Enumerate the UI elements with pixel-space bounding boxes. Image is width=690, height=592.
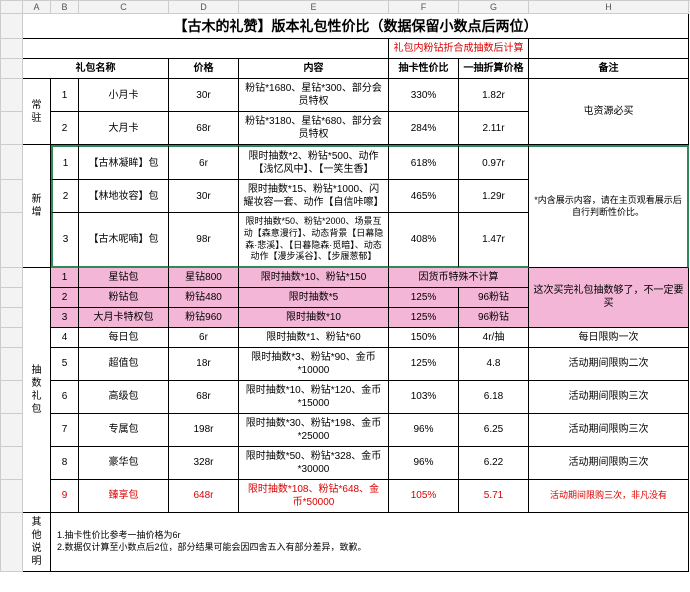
hdr-name: 礼包名称 bbox=[23, 59, 169, 79]
hdr-price: 价格 bbox=[169, 59, 239, 79]
section-permanent: 常驻 bbox=[23, 79, 51, 145]
pink-note: 这次买完礼包抽数够了，不一定要买 bbox=[529, 268, 689, 328]
pack-name: 臻享包 bbox=[79, 480, 169, 513]
spreadsheet: A B C D E F G H 【古木的礼赞】版本礼包性价比（数据保留小数点后两… bbox=[0, 0, 690, 572]
pack-name: 专属包 bbox=[79, 414, 169, 447]
section-new: 新增 bbox=[23, 145, 51, 268]
pack-name: 豪华包 bbox=[79, 447, 169, 480]
new-note: *内含展示内容，请在主页观看展示后自行判断性价比。 bbox=[529, 145, 689, 268]
col-a: A bbox=[23, 1, 51, 14]
pack-name: 高级包 bbox=[79, 381, 169, 414]
col-e: E bbox=[239, 1, 389, 14]
pack-name: 大月卡 bbox=[79, 112, 169, 145]
page-title: 【古木的礼赞】版本礼包性价比（数据保留小数点后两位） bbox=[23, 14, 689, 39]
col-c: C bbox=[79, 1, 169, 14]
col-b: B bbox=[51, 1, 79, 14]
hdr-ratio: 抽卡性价比 bbox=[389, 59, 459, 79]
pack-name: 小月卡 bbox=[79, 79, 169, 112]
pack-name: 超值包 bbox=[79, 348, 169, 381]
pack-name: 【林地妆容】包 bbox=[79, 180, 169, 213]
pack-name: 星钻包 bbox=[79, 268, 169, 288]
pack-name: 大月卡特权包 bbox=[79, 308, 169, 328]
pack-name: 【古木呢喃】包 bbox=[79, 213, 169, 268]
section-other: 其他说明 bbox=[23, 513, 51, 572]
pack-name: 每日包 bbox=[79, 328, 169, 348]
hdr-content: 内容 bbox=[239, 59, 389, 79]
column-headers: A B C D E F G H bbox=[0, 0, 690, 14]
table-grid: 【古木的礼赞】版本礼包性价比（数据保留小数点后两位） 礼包内粉钻折合成抽数后计算… bbox=[0, 14, 690, 572]
other-notes: 1.抽卡性价比参考一抽价格为6r 2.数据仅计算至小数点后2位，部分结果可能会因… bbox=[51, 513, 689, 572]
pack-name: 【古林凝眸】包 bbox=[79, 145, 169, 180]
subtitle: 礼包内粉钻折合成抽数后计算 bbox=[389, 39, 529, 59]
hdr-note: 备注 bbox=[529, 59, 689, 79]
col-g: G bbox=[459, 1, 529, 14]
col-f: F bbox=[389, 1, 459, 14]
pack-name: 粉钻包 bbox=[79, 288, 169, 308]
section-draw: 抽数礼包 bbox=[23, 268, 51, 513]
col-d: D bbox=[169, 1, 239, 14]
col-h: H bbox=[529, 1, 689, 14]
hdr-per: 一抽折算价格 bbox=[459, 59, 529, 79]
permanent-note: 屯资源必买 bbox=[529, 79, 689, 145]
